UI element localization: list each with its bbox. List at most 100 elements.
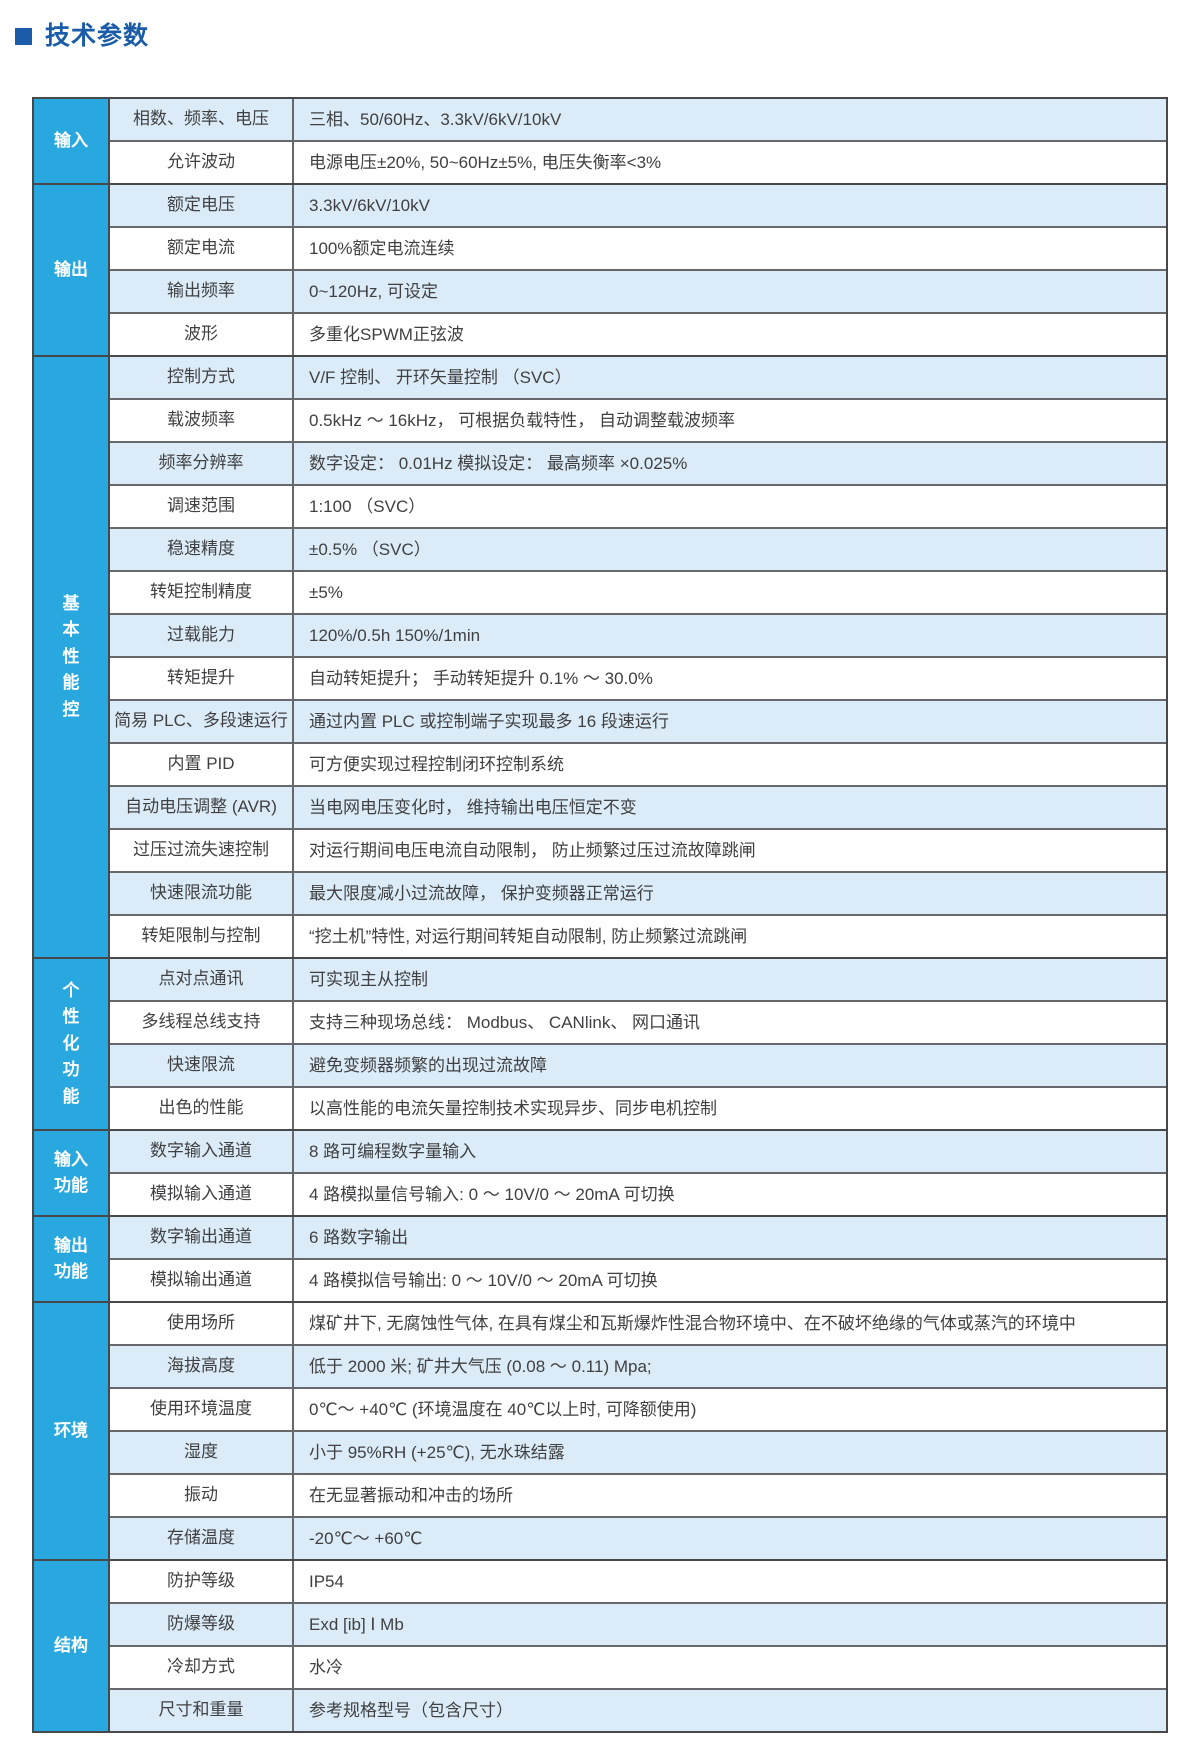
category-label-line: 输入 [54, 1149, 88, 1169]
param-cell: 内置 PID [110, 744, 294, 785]
category-label-line: 功能 [54, 1176, 88, 1195]
category-cell: 基本性能控 [34, 357, 110, 957]
category-cell: 环境 [34, 1303, 110, 1559]
category-label-line: 控 [62, 699, 80, 719]
category-cell: 输出 [34, 185, 110, 355]
section-rows: 相数、频率、电压 三相、50/60Hz、3.3kV/6kV/10kV 允许波动 电源电… [110, 99, 1166, 183]
value-cell: 当电网电压变化时， 维持输出电压恒定不变 [309, 797, 637, 817]
value-cell: -20℃～ +60℃ [309, 1528, 423, 1548]
value-cell: IP54 [309, 1571, 344, 1591]
param-cell: 使用场所 [110, 1303, 294, 1344]
table-row: 防护等级 IP54 [110, 1561, 1166, 1602]
value-cell: 0℃～ +40℃ (环境温度在 40℃以上时, 可降额使用) [309, 1399, 697, 1419]
category-label-line: 性 [62, 1007, 80, 1027]
param-cell: 数字输出通道 [110, 1217, 294, 1258]
value-cell: 小于 95%RH (+25℃), 无水珠结露 [309, 1442, 565, 1462]
value-cell: 避免变频器频繁的出现过流故障 [309, 1055, 547, 1075]
value-cell: 在无显著振动和冲击的场所 [309, 1485, 513, 1505]
table-row: 额定电流 100%额定电流连续 [110, 226, 1166, 269]
param-cell: 点对点通讯 [110, 959, 294, 1000]
table-row: 多线程总线支持 支持三种现场总线： Modbus、 CANlink、 网口通讯 [110, 1000, 1166, 1043]
table-section-2: 基本性能控控制方式 V/F 控制、 开环矢量控制 （SVC） 载波频率 0.5kHz … [34, 355, 1166, 957]
value-cell: 最大限度减小过流故障， 保护变频器正常运行 [309, 883, 654, 903]
table-row: 出色的性能 以高性能的电流矢量控制技术实现异步、同步电机控制 [110, 1086, 1166, 1129]
value-cell: 三相、50/60Hz、3.3kV/6kV/10kV [309, 109, 562, 129]
table-row: 使用环境温度 0℃～ +40℃ (环境温度在 40℃以上时, 可降额使用) [110, 1387, 1166, 1430]
param-cell: 湿度 [110, 1432, 294, 1473]
param-cell: 过载能力 [110, 615, 294, 656]
table-row: 频率分辨率 数字设定： 0.01Hz 模拟设定： 最高频率 ×0.025% [110, 441, 1166, 484]
value-cell: 低于 2000 米; 矿井大气压 (0.08 ～ 0.11) Mpa; [309, 1356, 652, 1376]
param-cell: 存储温度 [110, 1518, 294, 1559]
category-label-line: 能 [62, 673, 80, 693]
table-section-6: 环境 使用场所 煤矿井下, 无腐蚀性气体, 在具有煤尘和瓦斯爆炸性混合物环境中、在不… [34, 1301, 1166, 1559]
table-row: 波形 多重化SPWM正弦波 [110, 312, 1166, 355]
table-row: 额定电压 3.3kV/6kV/10kV [110, 185, 1166, 226]
table-row: 模拟输入通道 4 路模拟量信号输入: 0 ～ 10V/0 ～ 20mA 可切换 [110, 1172, 1166, 1215]
table-row: 振动 在无显著振动和冲击的场所 [110, 1473, 1166, 1516]
param-cell: 多线程总线支持 [110, 1002, 294, 1043]
param-cell: 防爆等级 [110, 1604, 294, 1645]
table-section-5: 输出 功能 数字输出通道 6 路数字输出 模拟输出通道 4 路模拟信号输出: 0 ～ 10… [34, 1215, 1166, 1301]
category-label-line: 基 [62, 594, 80, 614]
param-cell: 波形 [110, 314, 294, 355]
value-cell: 电源电压±20%, 50~60Hz±5%, 电压失衡率<3% [309, 152, 662, 172]
param-cell: 快速限流功能 [110, 873, 294, 914]
category-label-line: 输入 [54, 130, 88, 150]
table-row: 转矩限制与控制 “挖土机”特性, 对运行期间转矩自动限制, 防止频繁过流跳闸 [110, 914, 1166, 957]
table-row: 控制方式 V/F 控制、 开环矢量控制 （SVC） [110, 357, 1166, 398]
category-label-line: 功能 [54, 1262, 88, 1281]
table-row: 允许波动 电源电压±20%, 50~60Hz±5%, 电压失衡率<3% [110, 140, 1166, 183]
param-cell: 控制方式 [110, 357, 294, 398]
section-rows: 数字输入通道 8 路可编程数字量输入 模拟输入通道 4 路模拟量信号输入: 0 ～ 1… [110, 1131, 1166, 1215]
value-cell: 数字设定： 0.01Hz 模拟设定： 最高频率 ×0.025% [309, 453, 688, 473]
value-cell: 6 路数字输出 [309, 1227, 409, 1247]
param-cell: 稳速精度 [110, 529, 294, 570]
value-cell: V/F 控制、 开环矢量控制 （SVC） [309, 367, 572, 387]
category-label-line: 功 [62, 1060, 80, 1080]
table-row: 相数、频率、电压 三相、50/60Hz、3.3kV/6kV/10kV [110, 99, 1166, 140]
param-cell: 转矩限制与控制 [110, 916, 294, 957]
param-cell: 简易 PLC、多段速运行 [110, 701, 294, 742]
param-cell: 快速限流 [110, 1045, 294, 1086]
value-cell: 120%/0.5h 150%/1min [309, 625, 481, 645]
table-row: 数字输出通道 6 路数字输出 [110, 1217, 1166, 1258]
table-row: 转矩提升 自动转矩提升； 手动转矩提升 0.1% ～ 30.0% [110, 656, 1166, 699]
section-rows: 额定电压 3.3kV/6kV/10kV 额定电流 100%额定电流连续 输出频率 0~12… [110, 185, 1166, 355]
param-cell: 使用环境温度 [110, 1389, 294, 1430]
param-cell: 额定电压 [110, 185, 294, 226]
param-cell: 数字输入通道 [110, 1131, 294, 1172]
param-cell: 模拟输入通道 [110, 1174, 294, 1215]
category-cell: 结构 [34, 1561, 110, 1731]
param-cell: 海拔高度 [110, 1346, 294, 1387]
category-label-line: 结构 [54, 1635, 88, 1655]
table-row: 点对点通讯 可实现主从控制 [110, 959, 1166, 1000]
table-row: 尺寸和重量 参考规格型号（包含尺寸） [110, 1688, 1166, 1731]
value-cell: 煤矿井下, 无腐蚀性气体, 在具有煤尘和瓦斯爆炸性混合物环境中、在不破坏绝缘的气… [309, 1313, 1076, 1333]
value-cell: 8 路可编程数字量输入 [309, 1141, 477, 1161]
table-section-1: 输出 额定电压 3.3kV/6kV/10kV 额定电流 100%额定电流连续 输出频率 0~… [34, 183, 1166, 355]
page-title: 技术参数 [45, 22, 150, 50]
table-row: 转矩控制精度 ±5% [110, 570, 1166, 613]
category-label-line: 能 [62, 1086, 80, 1106]
value-cell: 100%额定电流连续 [309, 238, 455, 258]
value-cell: 4 路模拟量信号输入: 0 ～ 10V/0 ～ 20mA 可切换 [309, 1184, 675, 1204]
value-cell: 4 路模拟信号输出: 0 ～ 10V/0 ～ 20mA 可切换 [309, 1270, 658, 1290]
table-row: 存储温度 -20℃～ +60℃ [110, 1516, 1166, 1559]
param-cell: 尺寸和重量 [110, 1690, 294, 1731]
param-cell: 冷却方式 [110, 1647, 294, 1688]
value-cell: 对运行期间电压电流自动限制， 防止频繁过压过流故障跳闸 [309, 840, 756, 860]
param-cell: 频率分辨率 [110, 443, 294, 484]
table-row: 过压过流失速控制 对运行期间电压电流自动限制， 防止频繁过压过流故障跳闸 [110, 828, 1166, 871]
param-cell: 载波频率 [110, 400, 294, 441]
param-cell: 振动 [110, 1475, 294, 1516]
param-cell: 防护等级 [110, 1561, 294, 1602]
category-label-line: 环境 [54, 1420, 88, 1440]
param-cell: 模拟输出通道 [110, 1260, 294, 1301]
category-cell: 输出 功能 [34, 1217, 110, 1301]
value-cell: 0~120Hz, 可设定 [309, 281, 438, 301]
table-section-3: 个性化功能点对点通讯 可实现主从控制 多线程总线支持 支持三种现场总线： Modbus… [34, 957, 1166, 1129]
table-row: 快速限流功能 最大限度减小过流故障， 保护变频器正常运行 [110, 871, 1166, 914]
category-cell: 输入 [34, 99, 110, 183]
